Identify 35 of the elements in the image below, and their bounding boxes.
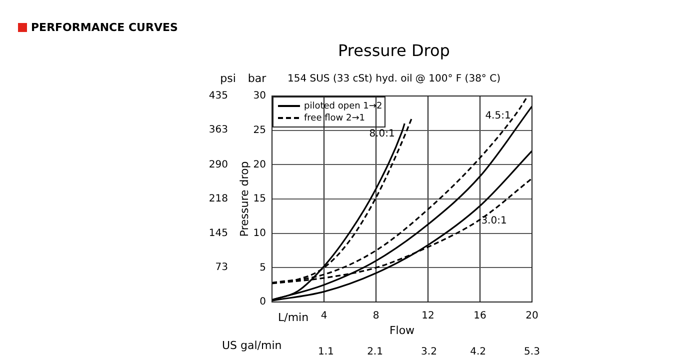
- x2-tick-label: 2.1: [367, 346, 383, 358]
- y-tick-label: 15: [253, 194, 266, 205]
- x-tick-label: 16: [474, 310, 486, 322]
- y2-tick-label: 218: [208, 193, 228, 204]
- y-tick-label: 30: [253, 90, 266, 102]
- x-tick-label: 20: [526, 310, 538, 322]
- y2-tick-label: 73: [215, 262, 228, 274]
- x2-tick-label: 4.2: [470, 346, 486, 358]
- y-tick-label: 20: [253, 159, 266, 170]
- annotation: 3.0:1: [481, 216, 507, 227]
- y-tick-label: 0: [260, 296, 266, 308]
- x2-tick-label: 5.3: [524, 346, 540, 358]
- chart-subtitle: 154 SUS (33 cSt) hyd. oil @ 100° F (38° C): [288, 74, 501, 85]
- x2-tick-label: 1.1: [318, 346, 334, 358]
- y-tick-label: 5: [260, 262, 266, 274]
- chart-title: Pressure Drop: [338, 41, 450, 60]
- y2-tick-label: 290: [208, 159, 228, 170]
- y2-tick-label: 145: [208, 228, 228, 239]
- y-tick-label: 10: [253, 228, 266, 239]
- y-axis-title: Pressure drop: [238, 161, 251, 237]
- y-tick-label: 25: [253, 124, 266, 136]
- legend-label: free flow 2→1: [304, 113, 365, 124]
- text: L/min: [278, 310, 309, 324]
- y2-tick-label: 363: [208, 124, 228, 136]
- x2-axis-title: US gal/min: [222, 338, 282, 352]
- text: PERFORMANCE CURVES: [31, 21, 178, 34]
- x-tick-label: 12: [422, 310, 434, 322]
- y2-axis-title: psi: [220, 72, 236, 85]
- x-tick-label: 8: [372, 310, 380, 322]
- x-tick-label: 4: [320, 310, 328, 322]
- text: bar: [248, 72, 267, 85]
- x-axis-title: Flow: [389, 324, 415, 337]
- x2-tick-label: 3.2: [421, 346, 437, 358]
- annotation: 4.5:1: [485, 110, 511, 122]
- y2-tick-label: 435: [208, 90, 228, 102]
